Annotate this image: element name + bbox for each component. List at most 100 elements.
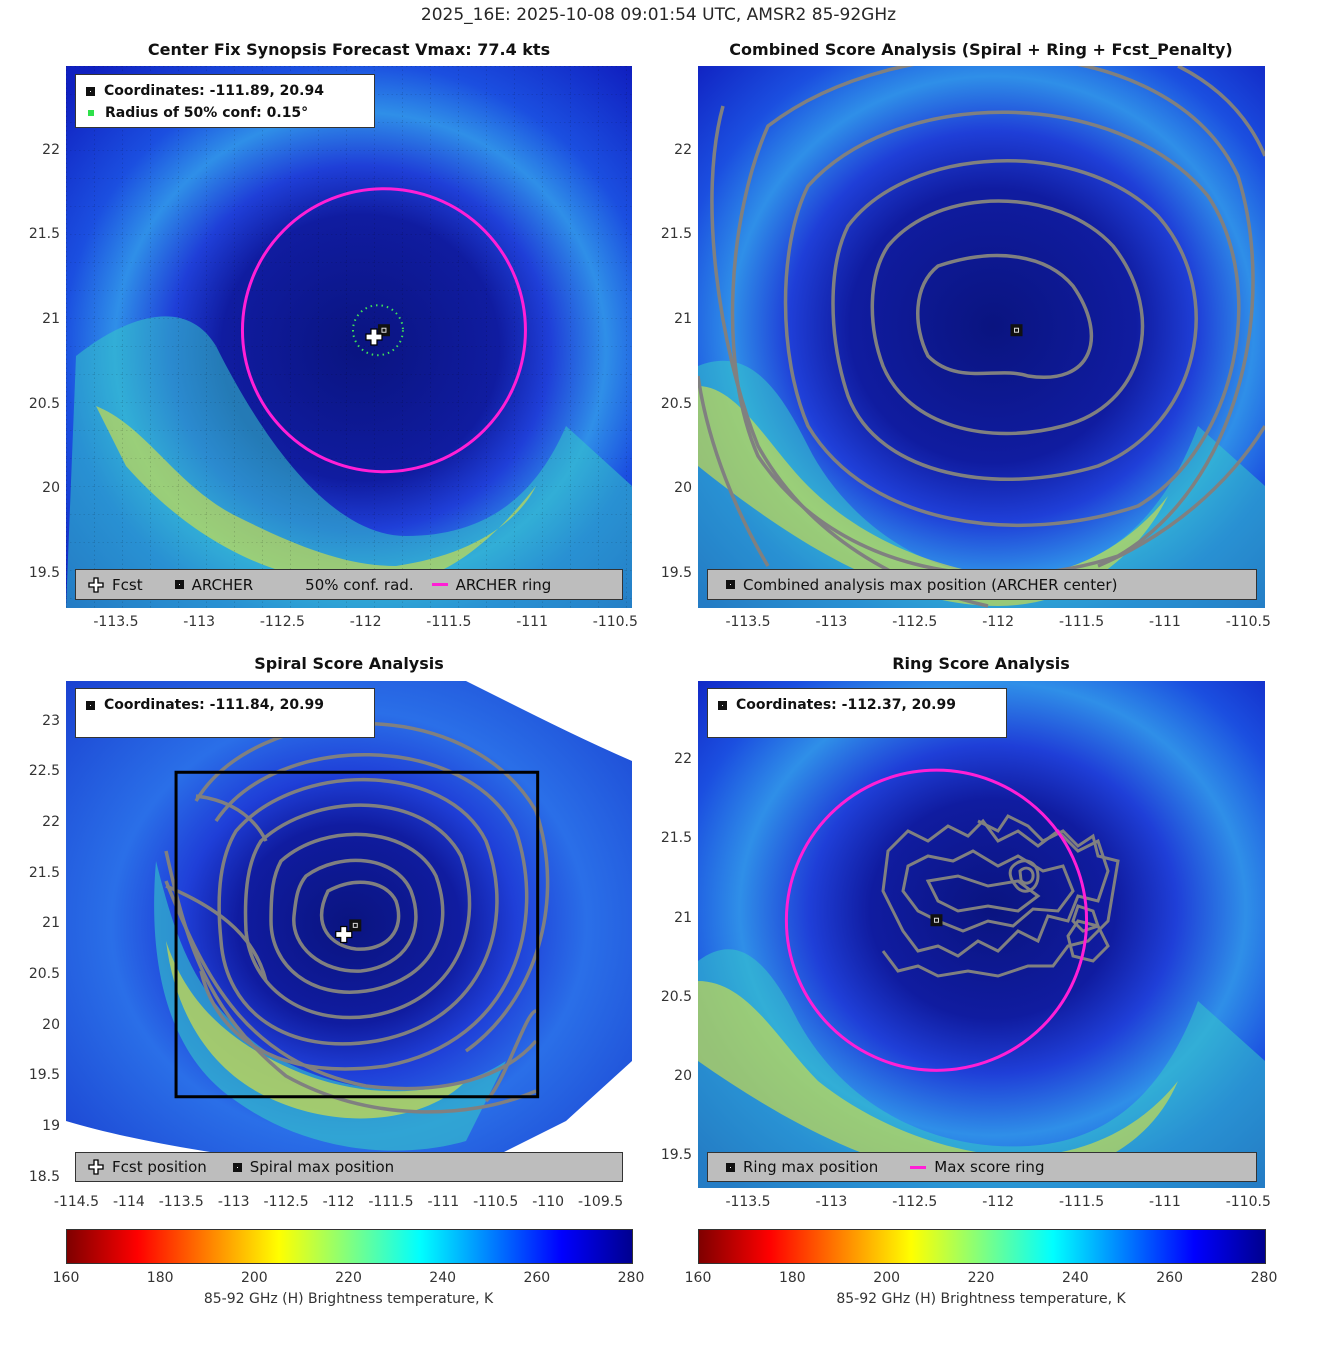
ring-plot: Coordinates: -112.37, 20.99 Ring max pos… (698, 681, 1265, 1188)
ring-contour-5 (1018, 866, 1035, 885)
spiral-contour-8 (164, 880, 538, 1091)
y-tick-label: 21.5 (660, 226, 692, 243)
x-tick-label: -113 (815, 1194, 848, 1210)
colorbar-tick-label: 220 (967, 1270, 995, 1286)
square-marker-icon (726, 580, 735, 589)
ring-contours (881, 814, 1120, 978)
legend-fcst-label: Fcst (112, 575, 143, 594)
synopsis-archer-ring (240, 187, 527, 474)
colorbar-left (66, 1229, 633, 1264)
synopsis-archer-marker (377, 324, 390, 337)
combined-contour-9 (1177, 66, 1265, 157)
ring-coords-box: Coordinates: -112.37, 20.99 (707, 688, 1007, 738)
spiral-contour-2 (292, 858, 418, 973)
legend-spiral-fcst: Fcst position (88, 1158, 207, 1176)
synopsis-plot: Coordinates: -111.89, 20.94 Radius of 50… (66, 66, 632, 608)
colorbar-right (698, 1229, 1266, 1264)
y-tick-label: 19.5 (28, 565, 60, 582)
colorbar-tick-label: 280 (617, 1270, 645, 1286)
colorbar-tick-label: 260 (523, 1270, 551, 1286)
square-marker-icon (726, 1162, 735, 1172)
spiral-plot: Coordinates: -111.84, 20.99 Fcst positio… (66, 681, 632, 1188)
combined-plot: Combined analysis max position (ARCHER c… (698, 66, 1265, 608)
y-tick-label: 20 (42, 1016, 60, 1033)
x-tick-label: -111 (1149, 614, 1181, 630)
spiral-contour-5 (217, 777, 499, 1046)
ring-legend: Ring max position Max score ring (707, 1152, 1257, 1182)
spiral-rainband-core (166, 941, 466, 1119)
combined-contour-4 (783, 110, 1241, 528)
x-tick-label: -109.5 (577, 1194, 624, 1210)
spiral-svg (66, 681, 632, 1188)
x-tick-label: -110.5 (473, 1194, 519, 1210)
y-tick-label: 20.5 (660, 395, 692, 412)
spiral-contours (164, 721, 550, 1114)
ring-max-score-ring (784, 768, 1089, 1072)
y-tick-label: 20 (674, 480, 692, 497)
y-tick-label: 21 (42, 915, 60, 932)
synopsis-coords-box: Coordinates: -111.89, 20.94 Radius of 50… (75, 74, 375, 128)
x-tick-label: -112 (982, 1194, 1015, 1210)
center-square-marker (377, 324, 390, 337)
colorbar-left-label: 85-92 GHz (H) Brightness temperature, K (203, 1291, 494, 1307)
ring-rainband-core (698, 981, 1178, 1181)
combined-max-marker (1010, 324, 1023, 337)
x-tick-label: -111 (1149, 1194, 1181, 1210)
spiral-contour-6 (199, 752, 529, 1071)
combined-contour-7 (698, 375, 770, 567)
ring-max-marker (930, 914, 943, 927)
green-dot-icon (88, 110, 94, 116)
colorbar-tick-label: 200 (240, 1270, 268, 1286)
y-tick-label: 19 (42, 1118, 60, 1135)
spiral-missing-corner (466, 681, 632, 761)
colorbar-tick-label: 240 (429, 1270, 457, 1286)
spiral-contour-12 (484, 1009, 537, 1103)
y-tick-label: 20.5 (28, 966, 60, 983)
cross-icon (88, 576, 104, 593)
y-tick-label: 21.5 (660, 830, 692, 847)
spiral-legend: Fcst position Spiral max position (75, 1152, 623, 1182)
x-tick-label: -112 (349, 614, 382, 630)
square-marker-icon (718, 700, 727, 710)
ring-contour-6 (881, 814, 1120, 978)
colorbar-tick-label: 260 (1156, 1270, 1184, 1286)
combined-title: Combined Score Analysis (Spiral + Ring +… (729, 40, 1233, 59)
center-square-inner (381, 327, 387, 333)
square-marker-icon (86, 700, 95, 710)
colorbar-tick-label: 280 (1250, 1270, 1278, 1286)
center-square-inner (1014, 327, 1020, 333)
colorbar-tick-label: 160 (52, 1270, 80, 1286)
spiral-contour-9 (164, 850, 537, 1114)
combined-svg (698, 66, 1265, 608)
spiral-contour-7 (194, 721, 550, 1053)
legend-ring-max-label: Ring max position (743, 1158, 879, 1176)
ring-contour-1 (881, 818, 1110, 958)
x-tick-label: -110 (532, 1194, 565, 1210)
x-tick-label: -111 (516, 614, 548, 630)
legend-conf: 50% conf. rad. (305, 576, 413, 594)
ring-coords: Coordinates: -112.37, 20.99 (736, 697, 956, 713)
center-square-marker (930, 914, 943, 927)
legend-fcst: Fcst (88, 576, 143, 594)
combined-contour-3 (831, 159, 1198, 481)
ring-contour-3 (925, 874, 1041, 913)
x-tick-label: -112.5 (892, 1194, 938, 1210)
legend-archer: ARCHER (174, 576, 253, 594)
colorbar-tick-label: 220 (335, 1270, 362, 1286)
x-tick-label: -113 (815, 614, 848, 630)
colorbar-tick-label: 160 (684, 1270, 712, 1286)
colorbar-tick-label: 240 (1061, 1270, 1089, 1286)
legend-ring-circle-label: Max score ring (934, 1158, 1045, 1176)
colorbar-tick-label: 180 (146, 1270, 174, 1286)
center-square-inner (352, 922, 358, 928)
combined-legend: Combined analysis max position (ARCHER c… (707, 569, 1257, 600)
y-tick-label: 22 (42, 141, 60, 158)
x-tick-label: -113.5 (725, 1194, 771, 1210)
ring-svg (698, 681, 1265, 1188)
ring-contour-8 (1071, 904, 1100, 933)
synopsis-svg (66, 66, 632, 608)
synopsis-radius: Radius of 50% conf: 0.15° (105, 105, 309, 121)
figure-title: 2025_16E: 2025-10-08 09:01:54 UTC, AMSR2… (420, 5, 897, 25)
x-tick-label: -113.5 (158, 1194, 204, 1210)
spiral-search-box (174, 770, 540, 1099)
